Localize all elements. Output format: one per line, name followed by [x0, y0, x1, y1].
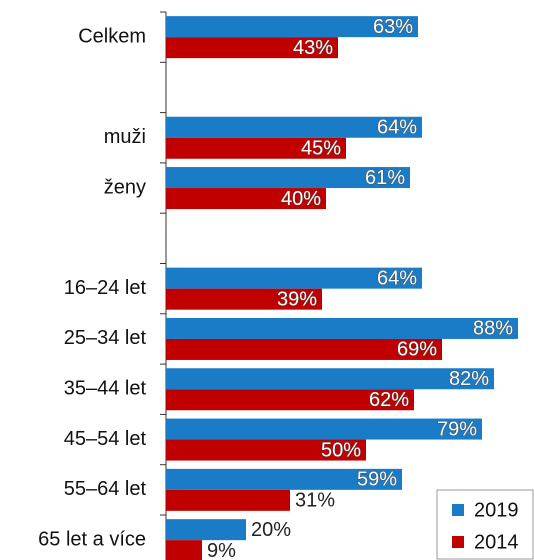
value-label: 39% — [277, 288, 317, 310]
category-label: 25–34 let — [64, 327, 147, 349]
bar — [166, 418, 482, 440]
bar — [166, 540, 202, 560]
legend-label: 2014 — [474, 531, 519, 553]
value-label: 61% — [365, 167, 405, 189]
value-label: 40% — [281, 188, 321, 210]
bar — [166, 468, 402, 490]
category-label: ženy — [104, 176, 146, 198]
bar — [166, 116, 422, 138]
category-label: 35–44 let — [64, 378, 147, 400]
bar — [166, 267, 422, 289]
bar — [166, 317, 518, 339]
value-label: 79% — [437, 418, 477, 440]
category-label: 45–54 let — [64, 428, 147, 450]
bar — [166, 188, 326, 210]
category-label: 65 let a více — [38, 528, 146, 550]
bar — [166, 338, 442, 360]
value-label: 43% — [293, 37, 333, 59]
category-label: muži — [104, 126, 146, 148]
value-label: 31% — [295, 490, 335, 512]
value-label: 50% — [321, 439, 361, 461]
legend-swatch — [452, 504, 464, 516]
value-label: 9% — [207, 540, 236, 560]
value-label: 59% — [357, 469, 397, 491]
bar — [166, 489, 290, 511]
legend-label: 2019 — [474, 499, 519, 521]
value-label: 63% — [373, 16, 413, 38]
value-label: 69% — [397, 339, 437, 361]
bar — [166, 439, 366, 461]
value-label: 20% — [251, 519, 291, 541]
value-label: 82% — [449, 368, 489, 390]
bar — [166, 16, 418, 38]
legend-swatch — [452, 536, 464, 548]
value-label: 45% — [301, 138, 341, 160]
bar — [166, 167, 410, 189]
value-label: 62% — [369, 389, 409, 411]
bar — [166, 288, 322, 310]
category-label: Celkem — [78, 25, 146, 47]
bar — [166, 519, 246, 541]
category-label: 55–64 let — [64, 478, 147, 500]
bar — [166, 389, 414, 411]
value-label: 64% — [377, 117, 417, 139]
bar — [166, 137, 346, 159]
bar — [166, 37, 338, 59]
value-label: 64% — [377, 267, 417, 289]
bar — [166, 368, 494, 390]
category-label: 16–24 let — [64, 277, 147, 299]
value-label: 88% — [473, 318, 513, 340]
